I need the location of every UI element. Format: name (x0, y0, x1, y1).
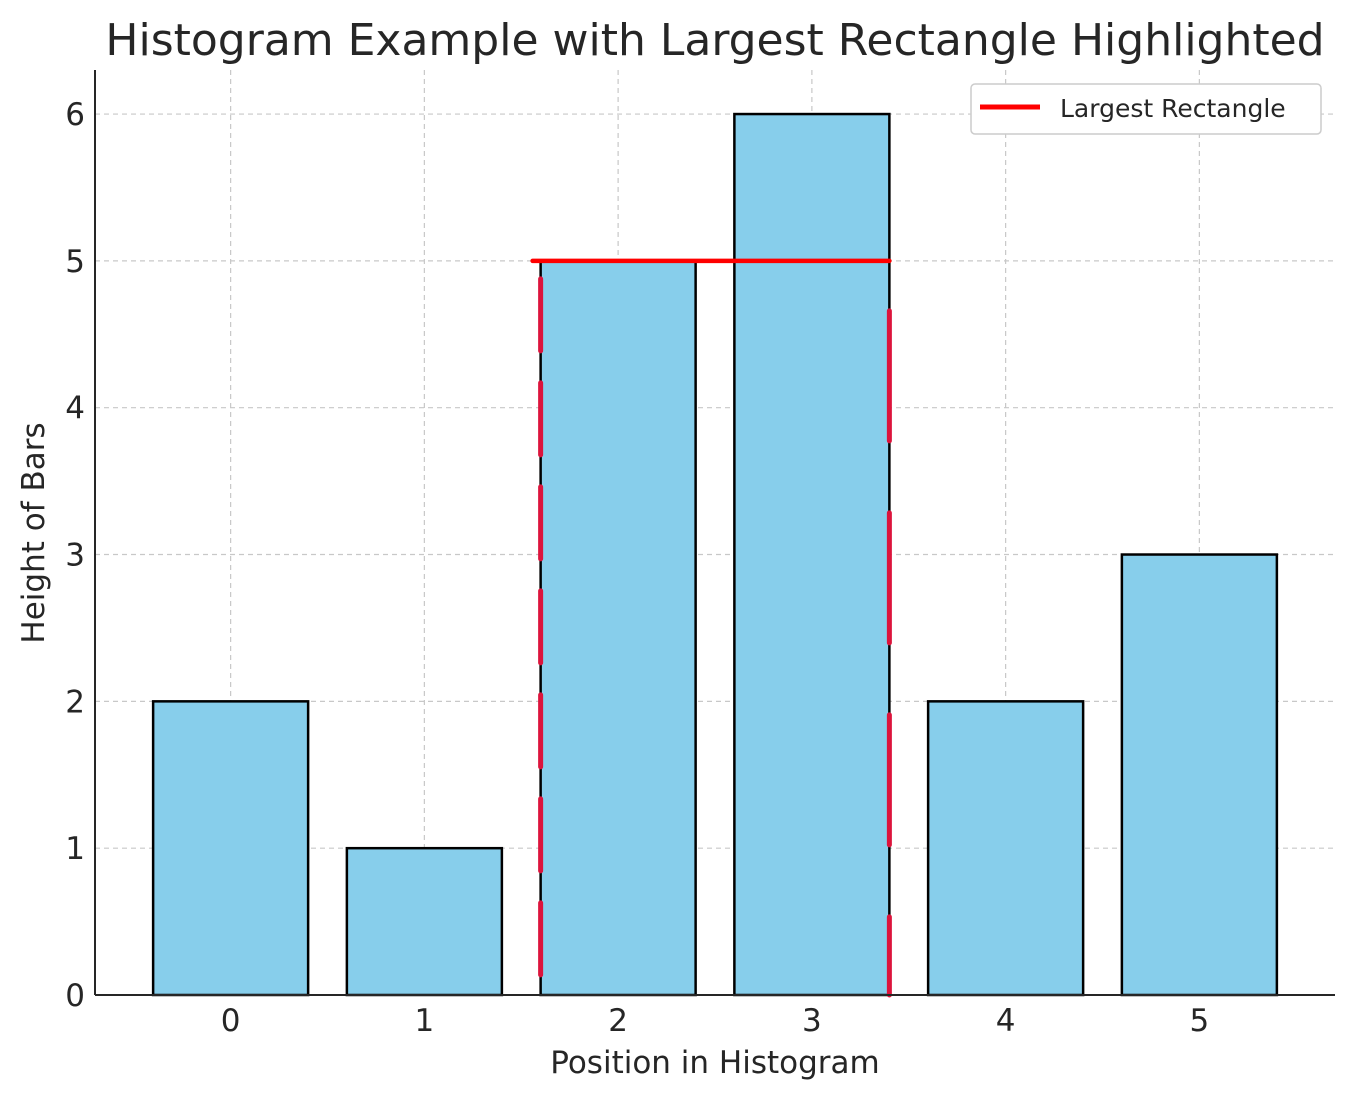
x-tick-label: 4 (996, 1003, 1016, 1039)
bar-0 (151, 700, 310, 997)
axes (94, 70, 1335, 996)
y-tick-label: 0 (65, 978, 85, 1014)
largest-rectangle-outline (530, 258, 892, 998)
bar-4 (926, 700, 1085, 997)
chart-title: Histogram Example with Largest Rectangle… (105, 15, 1324, 66)
bar-5 (1120, 553, 1279, 997)
x-axis-label: Position in Histogram (550, 1045, 879, 1081)
bar-1 (345, 846, 504, 997)
bar-3 (733, 112, 891, 997)
x-tick-label: 0 (221, 1003, 241, 1039)
y-axis-label: Height of Bars (16, 422, 52, 643)
bar-2 (539, 259, 697, 997)
y-tick-label: 2 (65, 684, 85, 720)
x-tick-label: 5 (1190, 1003, 1210, 1039)
y-tick-labels: 0 1 2 3 4 5 6 (65, 97, 85, 1014)
x-tick-label: 1 (415, 1003, 435, 1039)
y-tick-label: 4 (65, 391, 85, 427)
x-tick-labels: 0 1 2 3 4 5 (221, 1003, 1209, 1039)
y-tick-label: 1 (65, 831, 85, 867)
y-tick-label: 6 (65, 97, 85, 133)
x-tick-label: 2 (608, 1003, 628, 1039)
y-tick-label: 3 (65, 538, 85, 574)
legend: Largest Rectangle (970, 83, 1322, 135)
legend-box (970, 83, 1322, 135)
x-tick-label: 3 (802, 1003, 822, 1039)
y-tick-label: 5 (65, 244, 85, 280)
legend-label-largest-rectangle: Largest Rectangle (1060, 94, 1286, 123)
